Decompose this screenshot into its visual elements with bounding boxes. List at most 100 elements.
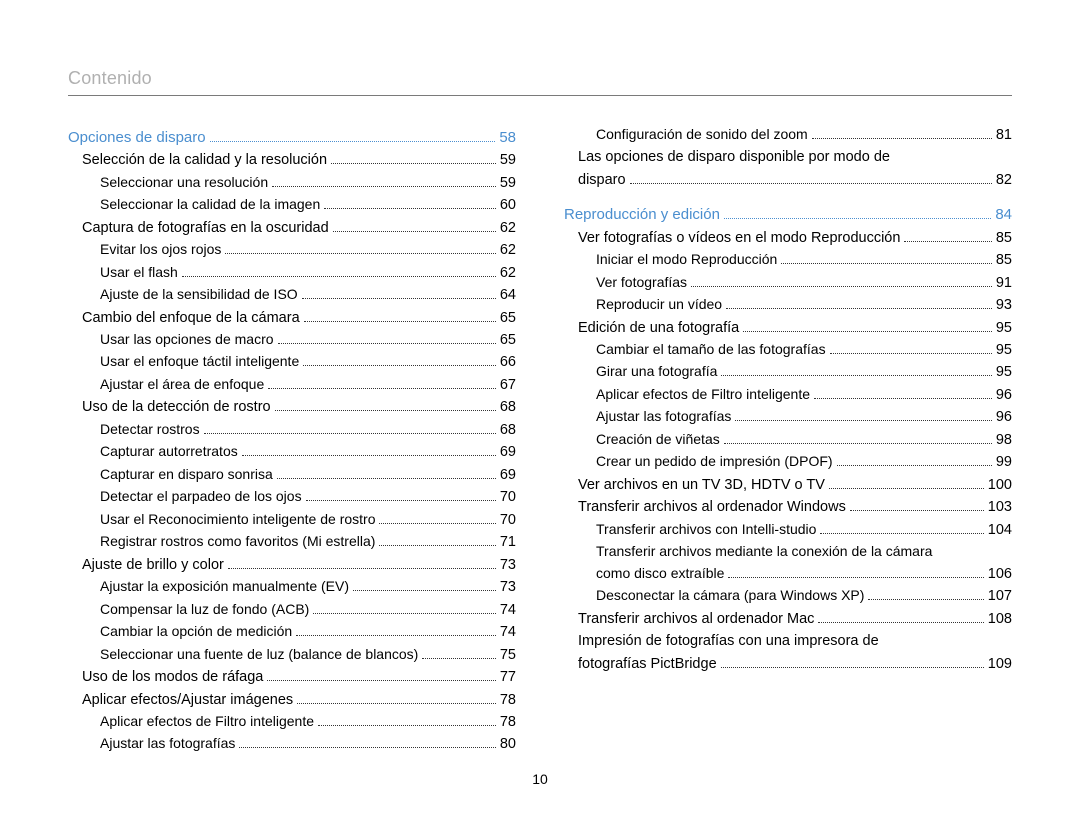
toc-page: 75 bbox=[500, 644, 516, 666]
toc-entry[interactable]: Usar el flash62 bbox=[68, 262, 516, 284]
toc-entry[interactable]: Transferir archivos al ordenador Mac108 bbox=[564, 608, 1012, 630]
toc-entry[interactable]: Cambio del enfoque de la cámara65 bbox=[68, 307, 516, 329]
toc-leader-dots bbox=[812, 138, 992, 139]
toc-leader-dots bbox=[272, 186, 496, 187]
toc-page: 62 bbox=[500, 217, 516, 239]
toc-entry[interactable]: Cambiar la opción de medición74 bbox=[68, 621, 516, 643]
toc-entry[interactable]: Crear un pedido de impresión (DPOF)99 bbox=[564, 451, 1012, 473]
toc-page: 68 bbox=[500, 419, 516, 441]
toc-entry[interactable]: Aplicar efectos de Filtro inteligente78 bbox=[68, 711, 516, 733]
toc-page: 106 bbox=[988, 563, 1012, 585]
toc-entry[interactable]: Edición de una fotografía95 bbox=[564, 317, 1012, 339]
toc-leader-dots bbox=[225, 253, 495, 254]
toc-entry[interactable]: Ajustar la exposición manualmente (EV)73 bbox=[68, 576, 516, 598]
toc-entry[interactable]: Transferir archivos con Intelli-studio10… bbox=[564, 519, 1012, 541]
toc-entry[interactable]: Ver fotografías91 bbox=[564, 272, 1012, 294]
toc-leader-dots bbox=[837, 465, 992, 466]
toc-entry[interactable]: Transferir archivos al ordenador Windows… bbox=[564, 496, 1012, 518]
toc-entry[interactable]: Cambiar el tamaño de las fotografías95 bbox=[564, 339, 1012, 361]
toc-label: fotografías PictBridge bbox=[578, 653, 717, 675]
toc-entry[interactable]: Ajuste de brillo y color73 bbox=[68, 554, 516, 576]
toc-page: 59 bbox=[500, 149, 516, 171]
toc-label: Reproducir un vídeo bbox=[596, 294, 722, 316]
toc-entry[interactable]: Seleccionar una resolución59 bbox=[68, 172, 516, 194]
toc-leader-dots bbox=[814, 398, 992, 399]
toc-leader-dots bbox=[850, 510, 984, 511]
toc-leader-dots bbox=[304, 321, 496, 322]
toc-label: Impresión de fotografías con una impreso… bbox=[578, 630, 1012, 652]
toc-entry[interactable]: Evitar los ojos rojos62 bbox=[68, 239, 516, 261]
toc-label: Ver fotografías o vídeos en el modo Repr… bbox=[578, 227, 900, 249]
toc-entry[interactable]: Impresión de fotografías con una impreso… bbox=[564, 630, 1012, 675]
toc-entry[interactable]: Aplicar efectos de Filtro inteligente96 bbox=[564, 384, 1012, 406]
toc-page: 73 bbox=[500, 554, 516, 576]
toc-entry[interactable]: Reproducir un vídeo 93 bbox=[564, 294, 1012, 316]
toc-label: Ajustar las fotografías bbox=[596, 406, 731, 428]
toc-entry[interactable]: Transferir archivos mediante la conexión… bbox=[564, 541, 1012, 585]
toc-entry[interactable]: Uso de los modos de ráfaga77 bbox=[68, 666, 516, 688]
toc-page: 70 bbox=[500, 486, 516, 508]
toc-label: Usar el enfoque táctil inteligente bbox=[100, 351, 299, 373]
toc-label: Ajustar el área de enfoque bbox=[100, 374, 264, 396]
toc-leader-dots bbox=[728, 577, 983, 578]
toc-spacer bbox=[564, 191, 1012, 201]
toc-entry[interactable]: Usar el enfoque táctil inteligente66 bbox=[68, 351, 516, 373]
toc-leader-dots bbox=[318, 725, 496, 726]
toc-page: 74 bbox=[500, 621, 516, 643]
toc-entry[interactable]: Ajustar el área de enfoque67 bbox=[68, 374, 516, 396]
toc-entry[interactable]: Ajustar las fotografías80 bbox=[68, 733, 516, 755]
toc-leader-dots bbox=[228, 568, 496, 569]
toc-label: Usar el Reconocimiento inteligente de ro… bbox=[100, 509, 375, 531]
toc-entry[interactable]: Selección de la calidad y la resolución5… bbox=[68, 149, 516, 171]
toc-label: Las opciones de disparo disponible por m… bbox=[578, 146, 1012, 168]
toc-entry[interactable]: Desconectar la cámara (para Windows XP)1… bbox=[564, 585, 1012, 607]
toc-entry[interactable]: Detectar rostros68 bbox=[68, 419, 516, 441]
toc-entry[interactable]: Ver fotografías o vídeos en el modo Repr… bbox=[564, 227, 1012, 249]
toc-page: 91 bbox=[996, 272, 1012, 294]
toc-entry[interactable]: Iniciar el modo Reproducción85 bbox=[564, 249, 1012, 271]
toc-entry[interactable]: Captura de fotografías en la oscuridad62 bbox=[68, 217, 516, 239]
toc-page: 69 bbox=[500, 441, 516, 463]
toc-entry[interactable]: Ajuste de la sensibilidad de ISO64 bbox=[68, 284, 516, 306]
header-rule bbox=[68, 95, 1012, 96]
toc-entry[interactable]: Usar las opciones de macro65 bbox=[68, 329, 516, 351]
toc-page: 65 bbox=[500, 307, 516, 329]
toc-entry[interactable]: Compensar la luz de fondo (ACB)74 bbox=[68, 599, 516, 621]
toc-entry[interactable]: Girar una fotografía95 bbox=[564, 361, 1012, 383]
toc-label: Capturar en disparo sonrisa bbox=[100, 464, 273, 486]
toc-page: 95 bbox=[996, 317, 1012, 339]
toc-leader-dots bbox=[829, 488, 984, 489]
toc-label: Usar el flash bbox=[100, 262, 178, 284]
toc-entry[interactable]: Detectar el parpadeo de los ojos 70 bbox=[68, 486, 516, 508]
toc-entry[interactable]: Configuración de sonido del zoom81 bbox=[564, 124, 1012, 146]
toc-entry[interactable]: Ajustar las fotografías96 bbox=[564, 406, 1012, 428]
toc-entry[interactable]: Opciones de disparo58 bbox=[68, 126, 516, 149]
toc-page: 93 bbox=[996, 294, 1012, 316]
toc-entry[interactable]: Capturar autorretratos69 bbox=[68, 441, 516, 463]
toc-entry[interactable]: Seleccionar la calidad de la imagen60 bbox=[68, 194, 516, 216]
toc-page: 69 bbox=[500, 464, 516, 486]
toc-entry[interactable]: Aplicar efectos/Ajustar imágenes78 bbox=[68, 689, 516, 711]
toc-entry[interactable]: Reproducción y edición84 bbox=[564, 203, 1012, 226]
toc-entry[interactable]: Ver archivos en un TV 3D, HDTV o TV100 bbox=[564, 474, 1012, 496]
toc-label: Detectar el parpadeo de los ojos bbox=[100, 486, 302, 508]
toc-leader-dots bbox=[726, 308, 992, 309]
toc-entry[interactable]: Capturar en disparo sonrisa 69 bbox=[68, 464, 516, 486]
toc-page: 74 bbox=[500, 599, 516, 621]
toc-page: 107 bbox=[988, 585, 1012, 607]
toc-entry[interactable]: Las opciones de disparo disponible por m… bbox=[564, 146, 1012, 191]
toc-leader-dots bbox=[379, 545, 495, 546]
toc-page: 65 bbox=[500, 329, 516, 351]
toc-entry[interactable]: Usar el Reconocimiento inteligente de ro… bbox=[68, 509, 516, 531]
toc-entry[interactable]: Uso de la detección de rostro68 bbox=[68, 396, 516, 418]
toc-leader-dots bbox=[691, 286, 992, 287]
toc-label: Seleccionar una fuente de luz (balance d… bbox=[100, 644, 418, 666]
toc-entry[interactable]: Seleccionar una fuente de luz (balance d… bbox=[68, 644, 516, 666]
toc-entry[interactable]: Creación de viñetas98 bbox=[564, 429, 1012, 451]
toc-page: 68 bbox=[500, 396, 516, 418]
toc-leader-dots bbox=[735, 420, 991, 421]
toc-page: 108 bbox=[988, 608, 1012, 630]
toc-page: 99 bbox=[996, 451, 1012, 473]
toc-leader-dots bbox=[820, 533, 983, 534]
toc-entry[interactable]: Registrar rostros como favoritos (Mi est… bbox=[68, 531, 516, 553]
